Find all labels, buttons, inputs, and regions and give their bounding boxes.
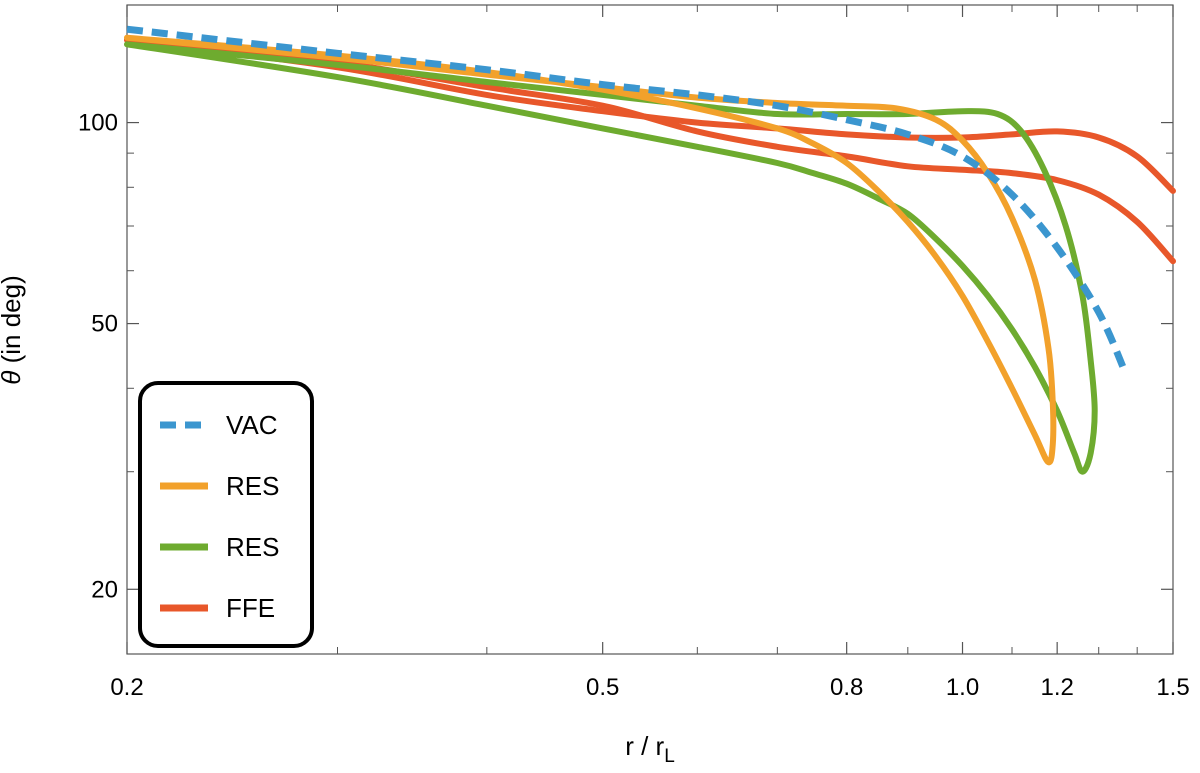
x-tick-label: 0.2 [110, 674, 143, 701]
x-tick-label: 0.8 [830, 674, 863, 701]
x-tick-label: 1.2 [1040, 674, 1073, 701]
y-axis-title: θ (in deg) [0, 275, 26, 385]
x-tick-label: 1.0 [946, 674, 979, 701]
legend-label-res: RES [226, 532, 279, 562]
x-tick-label: 1.5 [1156, 674, 1189, 701]
y-tick-label: 50 [91, 311, 118, 338]
series-group [124, 25, 1176, 475]
y-tick-label: 100 [78, 110, 118, 137]
plot-frame [126, 4, 1174, 655]
x-axis-title-main: r / r [625, 731, 664, 761]
legend-box [138, 381, 314, 648]
legend-label-vac: VAC [226, 410, 278, 440]
x-axis-title: r / rL [625, 731, 675, 767]
axis-ticks: 0.2 0.5 0.8 1.0 1.2 1.5 20 50 100 [78, 5, 1190, 701]
y-axis-title-text: (in deg) [0, 275, 26, 370]
x-tick-label: 0.5 [586, 674, 619, 701]
series-line-ffe-3 [124, 36, 1176, 194]
legend-label-ffe: FFE [226, 593, 275, 623]
series-line-vac-0 [126, 25, 1130, 376]
y-tick-label: 20 [91, 576, 118, 603]
legend: VAC RES RES FFE [138, 381, 314, 648]
series-line-res-2 [124, 41, 1098, 475]
legend-label-res: RES [226, 471, 279, 501]
y-axis-title-symbol: θ [0, 371, 26, 385]
x-axis-title-subscript: L [664, 746, 675, 767]
